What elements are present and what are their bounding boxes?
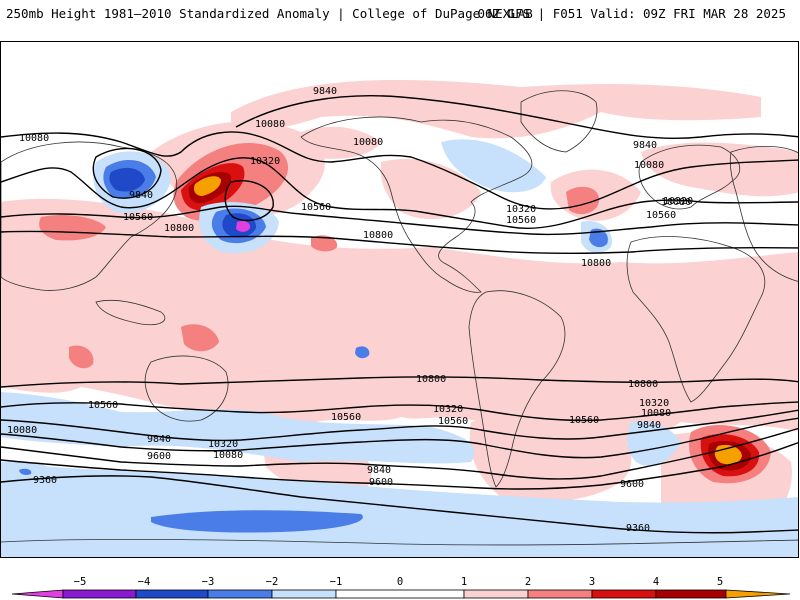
colorbar-swatch [527, 589, 593, 599]
colorbar-swatch [725, 589, 791, 599]
coast-europe [638, 144, 741, 210]
contour-label: 10320 [506, 204, 536, 215]
contour-10080-south [1, 417, 798, 459]
contour-label: 9840 [633, 140, 657, 151]
contour-ring-low [224, 180, 274, 222]
contour-9840-south [1, 427, 798, 480]
colorbar-swatch [335, 589, 465, 599]
contour-label: 10080 [255, 119, 285, 130]
contour-labels: 9840 10080 10080 10320 10080 9840 10560 … [7, 86, 693, 534]
contour-label: 9360 [626, 523, 650, 534]
colorbar-swatch [655, 589, 727, 599]
contour-label: 9600 [620, 479, 644, 490]
colorbar-swatch [11, 589, 64, 599]
contour-label: 10800 [164, 223, 194, 234]
colorbar-tick: 3 [589, 576, 595, 588]
contour-label: 10080 [19, 133, 49, 144]
contour-ring-nw-pacific [92, 147, 162, 199]
contour-label: 10560 [123, 212, 153, 223]
negative-anomaly-strong [19, 159, 608, 533]
contour-label: 10560 [438, 416, 468, 427]
colorbar-tick: −4 [138, 576, 151, 588]
colorbar-tick: −5 [74, 576, 87, 588]
contour-10560-south [1, 401, 798, 422]
coast-africa [626, 236, 766, 403]
contour-label: 10080 [213, 450, 243, 461]
map-panel: 9840 10080 10080 10320 10080 9840 10560 … [0, 41, 799, 558]
anomaly-colorbar: −5 −4 −3 −2 −1 0 1 2 3 4 5 [11, 576, 791, 599]
positive-anomaly-strong [181, 163, 760, 477]
coast-australia [144, 355, 229, 422]
contour-label: 9840 [313, 86, 337, 97]
colorbar-tick: 4 [653, 576, 659, 588]
contour-label: 10800 [628, 379, 658, 390]
colorbar-swatch [591, 589, 657, 599]
model-run-valid-time: 06Z GFS | F051 Valid: 09Z FRI MAR 28 202… [477, 6, 786, 21]
contour-label: 10560 [331, 412, 361, 423]
colorbar-swatch [207, 589, 273, 599]
colorbar-tick: 5 [717, 576, 723, 588]
contour-label: 9840 [637, 420, 661, 431]
contour-label: 10800 [363, 230, 393, 241]
contour-label: 10800 [416, 374, 446, 385]
contour-9600-south [1, 441, 798, 490]
contour-10560-north [1, 205, 798, 236]
coast-south-america [468, 290, 566, 488]
colorbar-tick: −3 [202, 576, 215, 588]
contour-label: 9840 [129, 190, 153, 201]
coast-north-america [300, 116, 533, 293]
colorbar-swatch [271, 589, 337, 599]
coast-asia [1, 141, 178, 291]
contour-label: 10320 [208, 439, 238, 450]
contour-9360-south [1, 475, 798, 534]
contour-label: 10320 [250, 156, 280, 167]
contour-label: 10080 [634, 160, 664, 171]
contour-10320-south [1, 409, 798, 442]
contour-label: 10080 [7, 425, 37, 436]
contour-label: 10560 [506, 215, 536, 226]
colorbar-tick: −1 [330, 576, 343, 588]
contour-label: 9840 [367, 465, 391, 476]
contour-label: 9360 [33, 475, 57, 486]
contour-label: 9600 [147, 451, 171, 462]
anomaly-map: 9840 10080 10080 10320 10080 9840 10560 … [1, 79, 798, 557]
colorbar-ticks: −5 −4 −3 −2 −1 0 1 2 3 4 5 [74, 576, 723, 588]
colorbar-tick: −2 [266, 576, 279, 588]
contour-10800-north [1, 230, 798, 255]
contour-label: 10560 [301, 202, 331, 213]
colorbar-tick: 2 [525, 576, 531, 588]
colorbar-swatches [11, 589, 791, 599]
contour-label: 10320 [663, 196, 693, 207]
colorbar-tick: 0 [397, 576, 403, 588]
contour-9840-north [235, 95, 798, 140]
map-title: 250mb Height 1981–2010 Standardized Anom… [6, 6, 533, 21]
contour-label: 10560 [88, 400, 118, 411]
contour-label: 10080 [353, 137, 383, 148]
contour-label: 10800 [581, 258, 611, 269]
contour-10800-south [1, 376, 798, 388]
colorbar-swatch [463, 589, 529, 599]
contour-10080-north [1, 131, 798, 210]
contour-10320-north [1, 157, 798, 230]
contour-label: 10320 [639, 398, 669, 409]
contour-label: 9600 [369, 477, 393, 488]
coast-antarctica [1, 538, 798, 546]
contour-label: 10320 [433, 404, 463, 415]
colorbar-swatch [135, 589, 209, 599]
coastlines [1, 90, 798, 546]
contour-label: 10560 [569, 415, 599, 426]
coast-asia-east [729, 146, 798, 282]
coast-indonesia [95, 299, 166, 326]
height-contours [1, 95, 798, 534]
contour-label: 10560 [646, 210, 676, 221]
colorbar-tick: 1 [461, 576, 467, 588]
colorbar-swatch [62, 589, 137, 599]
contour-label: 9840 [147, 434, 171, 445]
contour-label: 10080 [661, 197, 691, 208]
contour-label: 10080 [641, 408, 671, 419]
